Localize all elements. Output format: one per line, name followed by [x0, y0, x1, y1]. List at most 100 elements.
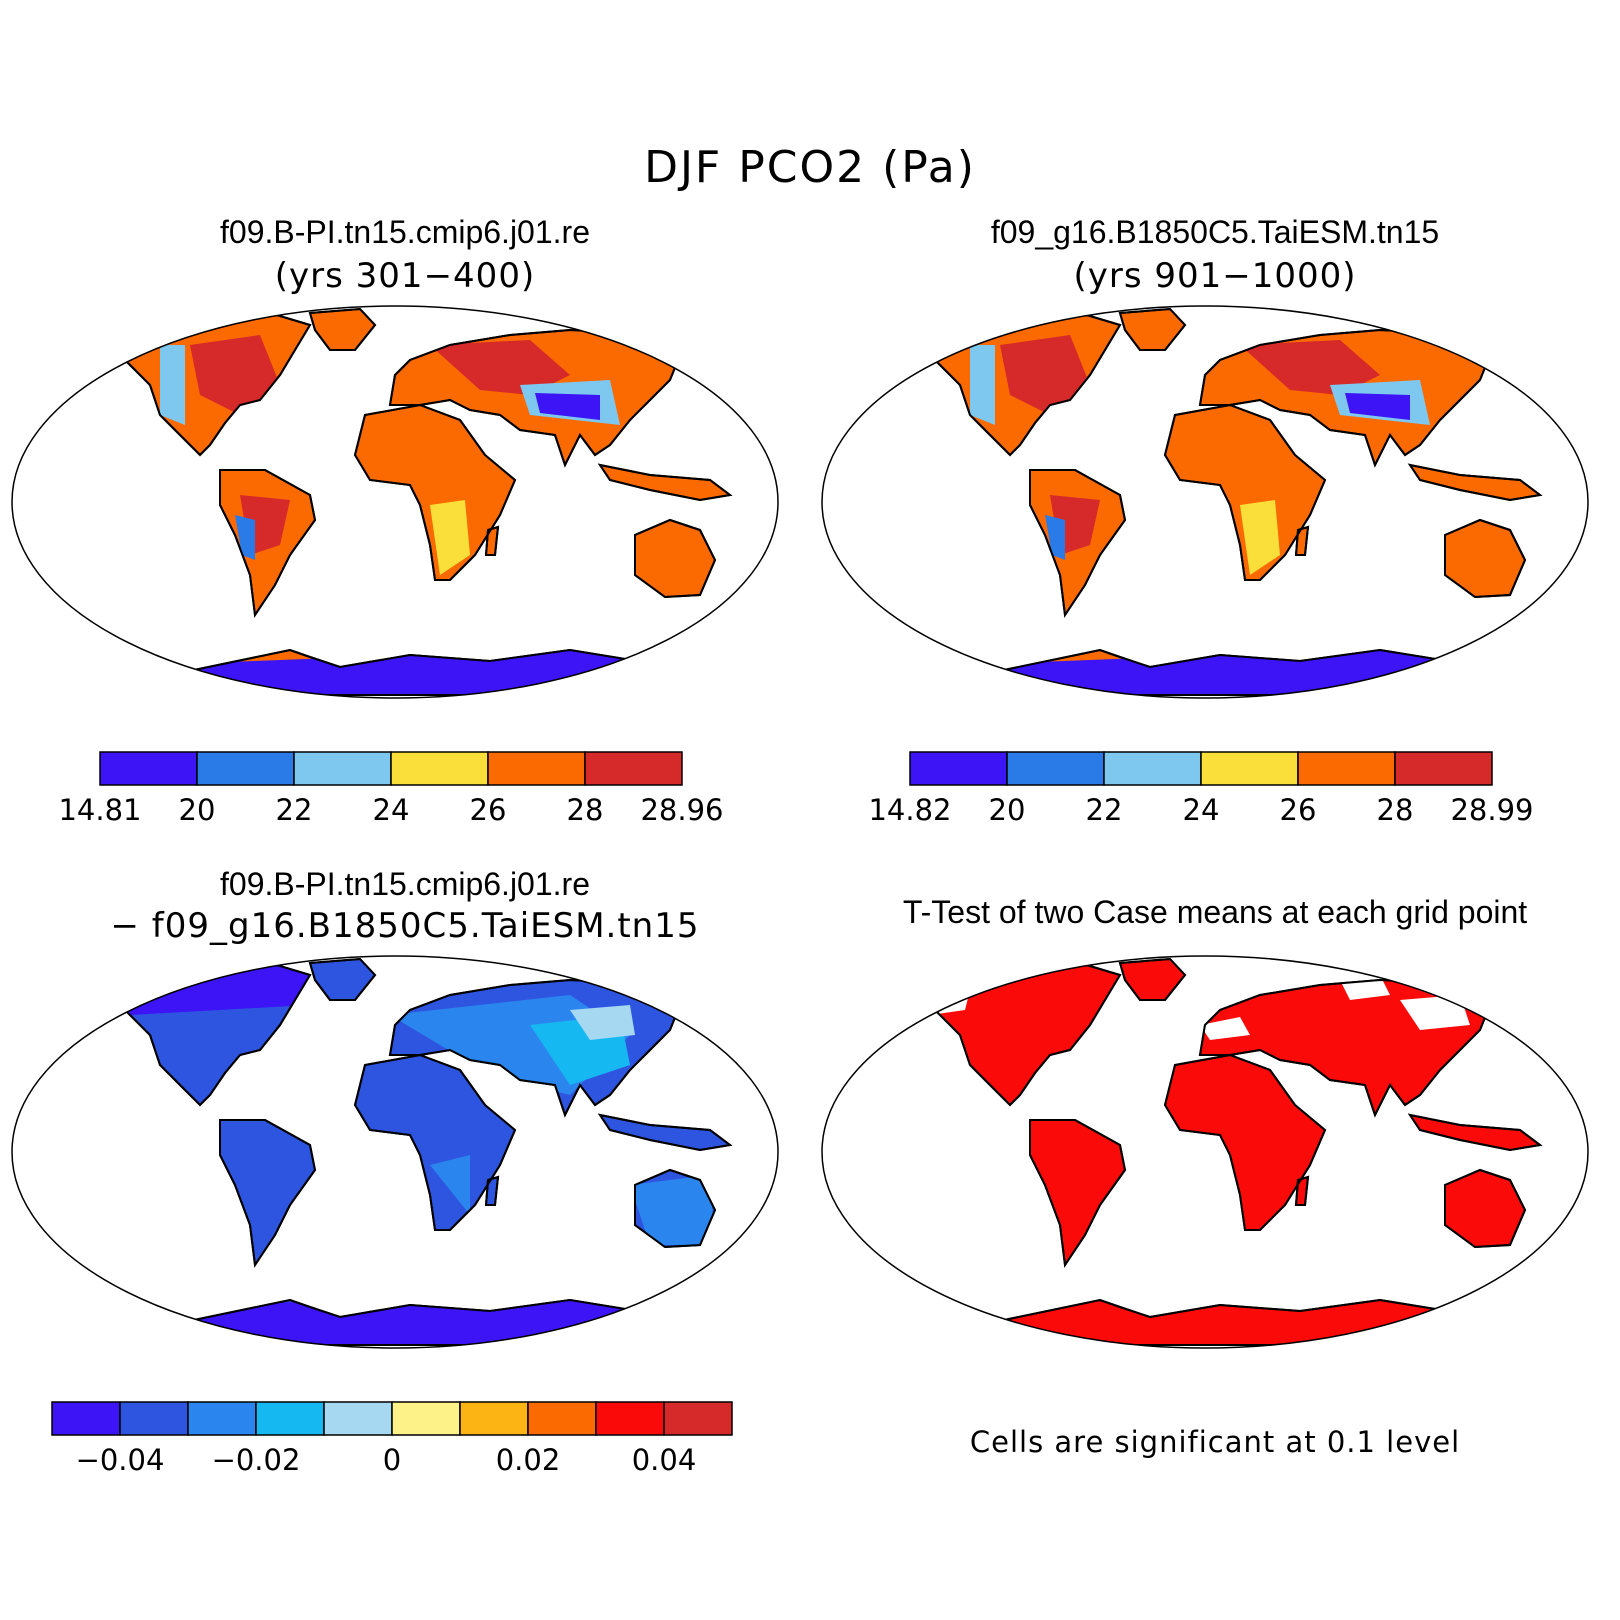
colorbar-tick-label: 14.82 — [870, 793, 952, 827]
coastline-greenland — [308, 307, 377, 351]
panel3-map — [11, 955, 779, 1349]
colorbar-swatch-7 — [527, 1401, 597, 1436]
contour-region-1 — [430, 340, 570, 395]
panel2-colorbar: 14.82 20 22 24 26 28 28.99 — [870, 751, 1534, 827]
colorbar-swatch-2 — [187, 1401, 257, 1436]
contour-region-1 — [1400, 995, 1470, 1030]
coastline-eurasia — [1198, 978, 1492, 1118]
panel1-subtitle: (yrs 301−400) — [274, 256, 536, 296]
contour-region-6 — [535, 393, 600, 420]
panel1-colorbar: 14.81 20 22 24 26 28 28.96 — [60, 751, 724, 827]
contour-region-0 — [1000, 335, 1090, 415]
coastline-madagascar — [484, 1175, 500, 1206]
colorbar-tick-label: 20 — [179, 793, 216, 827]
contour-region-1 — [1240, 340, 1380, 395]
coastline-australia — [1444, 518, 1527, 599]
coastline-southAmerica — [219, 469, 317, 618]
panel1-map — [11, 305, 779, 699]
colorbar-swatch-5 — [1394, 751, 1493, 786]
land-australia — [634, 518, 717, 599]
colorbar-tick-label: 26 — [470, 793, 507, 827]
map-border — [11, 305, 779, 699]
contour-region-7 — [1045, 515, 1065, 560]
contour-region-3 — [1240, 500, 1280, 575]
contour-region-4 — [970, 345, 995, 425]
coastline-greenland — [1118, 957, 1187, 1001]
colorbar-swatch-3 — [390, 751, 489, 786]
figure-title: DJF PCO2 (Pa) — [644, 142, 976, 193]
colorbar-swatch-0 — [909, 751, 1008, 786]
colorbar-tick-label: 22 — [1086, 793, 1123, 827]
colorbar-tick-label: 20 — [989, 793, 1026, 827]
map-border — [821, 305, 1589, 699]
coastline-madagascar — [484, 525, 500, 556]
coastline-australia — [634, 1168, 717, 1249]
coastline-australia — [634, 518, 717, 599]
coastline-africa — [353, 1053, 517, 1231]
colorbar-swatch-6 — [459, 1401, 529, 1436]
colorbar-tick-label: 22 — [276, 793, 313, 827]
coastline-southAmerica — [219, 1119, 317, 1268]
colorbar-swatch-3 — [255, 1401, 325, 1436]
colorbar-swatch-8 — [595, 1401, 665, 1436]
map-border — [11, 955, 779, 1349]
coastline-eurasia — [388, 328, 682, 468]
coastline-greenland — [308, 957, 377, 1001]
colorbar-swatch-0 — [99, 751, 198, 786]
colorbar-tick-label: 26 — [1280, 793, 1317, 827]
colorbar-tick-label: 24 — [1183, 793, 1220, 827]
land-southAmerica — [1029, 1119, 1127, 1268]
colorbar-swatch-1 — [1006, 751, 1105, 786]
map-border — [821, 955, 1589, 1349]
land-australia — [1444, 1168, 1527, 1249]
panel3-subtitle: − f09_g16.B1850C5.TaiESM.tn15 — [110, 906, 700, 946]
panel3-title: f09.B-PI.tn15.cmip6.j01.re — [220, 866, 590, 902]
colorbar-swatch-2 — [293, 751, 392, 786]
colorbar-tick-label: 0.02 — [496, 1443, 561, 1477]
coastline-africa — [1163, 403, 1327, 581]
coastline-madagascar — [1294, 1175, 1310, 1206]
colorbar-tick-label: 28 — [567, 793, 604, 827]
contour-region-4 — [160, 345, 185, 425]
contour-region-3 — [630, 1175, 715, 1245]
coastline-seAsiaIslands — [597, 1113, 733, 1152]
panel1-title: f09.B-PI.tn15.cmip6.j01.re — [220, 214, 590, 250]
coastline-africa — [353, 403, 517, 581]
panel4-title: T-Test of two Case means at each grid po… — [902, 894, 1528, 930]
colorbar-tick-label: −0.04 — [76, 1443, 165, 1477]
land-northAmerica — [918, 961, 1122, 1107]
contour-region-2 — [570, 1005, 635, 1040]
coastline-southAmerica — [1029, 1119, 1127, 1268]
coastline-eurasia — [1198, 328, 1492, 468]
coastline-seAsiaIslands — [1407, 1113, 1543, 1152]
colorbar-tick-label: 0 — [383, 1443, 401, 1477]
contour-region-2 — [1200, 1017, 1250, 1040]
colorbar-swatch-2 — [1103, 751, 1202, 786]
panel4-map — [821, 955, 1589, 1349]
contour-region-4 — [430, 1155, 470, 1215]
colorbar-tick-label: 28.99 — [1450, 793, 1533, 827]
colorbar-tick-label: 28 — [1377, 793, 1414, 827]
colorbar-swatch-3 — [1200, 751, 1299, 786]
panel2-map — [821, 305, 1589, 699]
panel2-subtitle: (yrs 901−1000) — [1073, 256, 1357, 296]
colorbar-swatch-9 — [663, 1401, 733, 1436]
panel4-footnote: Cells are significant at 0.1 level — [969, 1425, 1461, 1459]
contour-region-0 — [190, 335, 280, 415]
coastline-seAsiaIslands — [597, 463, 733, 502]
colorbar-tick-label: 14.81 — [60, 793, 142, 827]
colorbar-swatch-1 — [196, 751, 295, 786]
coastline-southAmerica — [1029, 469, 1127, 618]
coastline-greenland — [1118, 307, 1187, 351]
land-southAmerica — [219, 1119, 317, 1268]
contour-region-3 — [430, 500, 470, 575]
land-australia — [1444, 518, 1527, 599]
coastline-madagascar — [1294, 525, 1310, 556]
coastline-africa — [1163, 1053, 1327, 1231]
contour-region-6 — [1345, 393, 1410, 420]
colorbar-swatch-5 — [391, 1401, 461, 1436]
colorbar-swatch-4 — [323, 1401, 393, 1436]
coastline-eurasia — [388, 978, 682, 1118]
colorbar-swatch-5 — [584, 751, 683, 786]
contour-region-7 — [235, 515, 255, 560]
